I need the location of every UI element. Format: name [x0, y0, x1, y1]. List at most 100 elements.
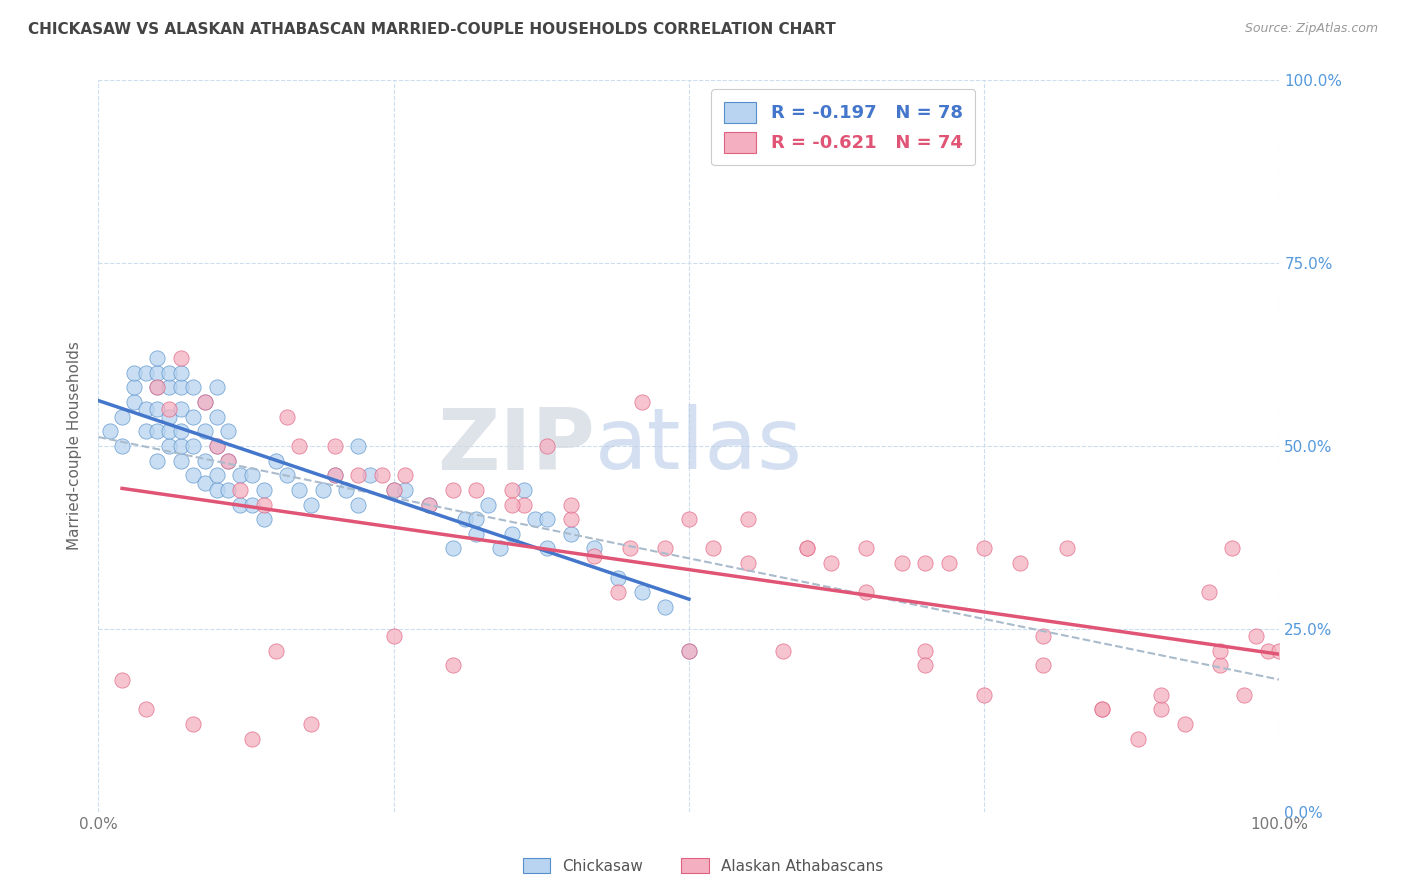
Point [1244, 629, 1267, 643]
Point [890, 556, 912, 570]
Point [264, 453, 287, 467]
Point [146, 425, 169, 439]
Point [229, 498, 252, 512]
Point [465, 483, 488, 497]
Point [122, 395, 145, 409]
Point [253, 483, 276, 497]
Point [1257, 644, 1279, 658]
Point [453, 512, 475, 526]
Point [146, 380, 169, 394]
Point [465, 512, 488, 526]
Point [194, 395, 217, 409]
Text: atlas: atlas [595, 404, 803, 488]
Point [288, 483, 311, 497]
Point [194, 395, 217, 409]
Point [170, 425, 193, 439]
Point [1032, 658, 1054, 673]
Point [170, 453, 193, 467]
Point [157, 439, 180, 453]
Point [299, 498, 322, 512]
Point [512, 498, 534, 512]
Point [441, 483, 464, 497]
Point [1198, 585, 1220, 599]
Point [914, 658, 936, 673]
Point [678, 644, 700, 658]
Point [253, 512, 276, 526]
Point [607, 585, 630, 599]
Point [418, 498, 440, 512]
Point [1150, 688, 1173, 702]
Point [170, 351, 193, 366]
Point [253, 498, 276, 512]
Point [501, 526, 523, 541]
Text: Source: ZipAtlas.com: Source: ZipAtlas.com [1244, 22, 1378, 36]
Point [217, 425, 239, 439]
Point [371, 468, 394, 483]
Text: ZIP: ZIP [437, 404, 595, 488]
Point [560, 512, 582, 526]
Point [111, 439, 134, 453]
Point [205, 380, 228, 394]
Point [501, 483, 523, 497]
Point [1174, 717, 1197, 731]
Point [441, 541, 464, 556]
Point [146, 351, 169, 366]
Point [630, 395, 652, 409]
Point [240, 731, 263, 746]
Point [98, 425, 121, 439]
Point [157, 402, 180, 417]
Point [359, 468, 381, 483]
Point [855, 585, 877, 599]
Point [146, 380, 169, 394]
Point [1126, 731, 1149, 746]
Point [135, 702, 157, 716]
Point [654, 599, 676, 614]
Point [240, 468, 263, 483]
Point [157, 380, 180, 394]
Point [276, 409, 298, 424]
Point [170, 380, 193, 394]
Point [914, 556, 936, 570]
Point [276, 468, 298, 483]
Point [418, 498, 440, 512]
Point [205, 483, 228, 497]
Point [229, 483, 252, 497]
Point [146, 453, 169, 467]
Point [217, 453, 239, 467]
Point [702, 541, 724, 556]
Point [678, 644, 700, 658]
Point [146, 366, 169, 380]
Point [264, 644, 287, 658]
Point [820, 556, 842, 570]
Point [205, 439, 228, 453]
Point [135, 425, 157, 439]
Point [1268, 644, 1291, 658]
Point [382, 483, 405, 497]
Point [1091, 702, 1114, 716]
Point [512, 483, 534, 497]
Point [737, 556, 759, 570]
Point [501, 498, 523, 512]
Point [347, 468, 370, 483]
Point [157, 409, 180, 424]
Point [465, 526, 488, 541]
Point [914, 644, 936, 658]
Point [973, 541, 995, 556]
Point [583, 541, 606, 556]
Point [1008, 556, 1031, 570]
Point [1209, 658, 1232, 673]
Point [1209, 644, 1232, 658]
Point [194, 475, 217, 490]
Point [111, 409, 134, 424]
Point [536, 541, 558, 556]
Point [181, 439, 204, 453]
Point [560, 498, 582, 512]
Point [678, 512, 700, 526]
Point [205, 409, 228, 424]
Point [1233, 688, 1256, 702]
Point [524, 512, 547, 526]
Point [229, 468, 252, 483]
Point [323, 468, 346, 483]
Point [607, 571, 630, 585]
Point [194, 453, 217, 467]
